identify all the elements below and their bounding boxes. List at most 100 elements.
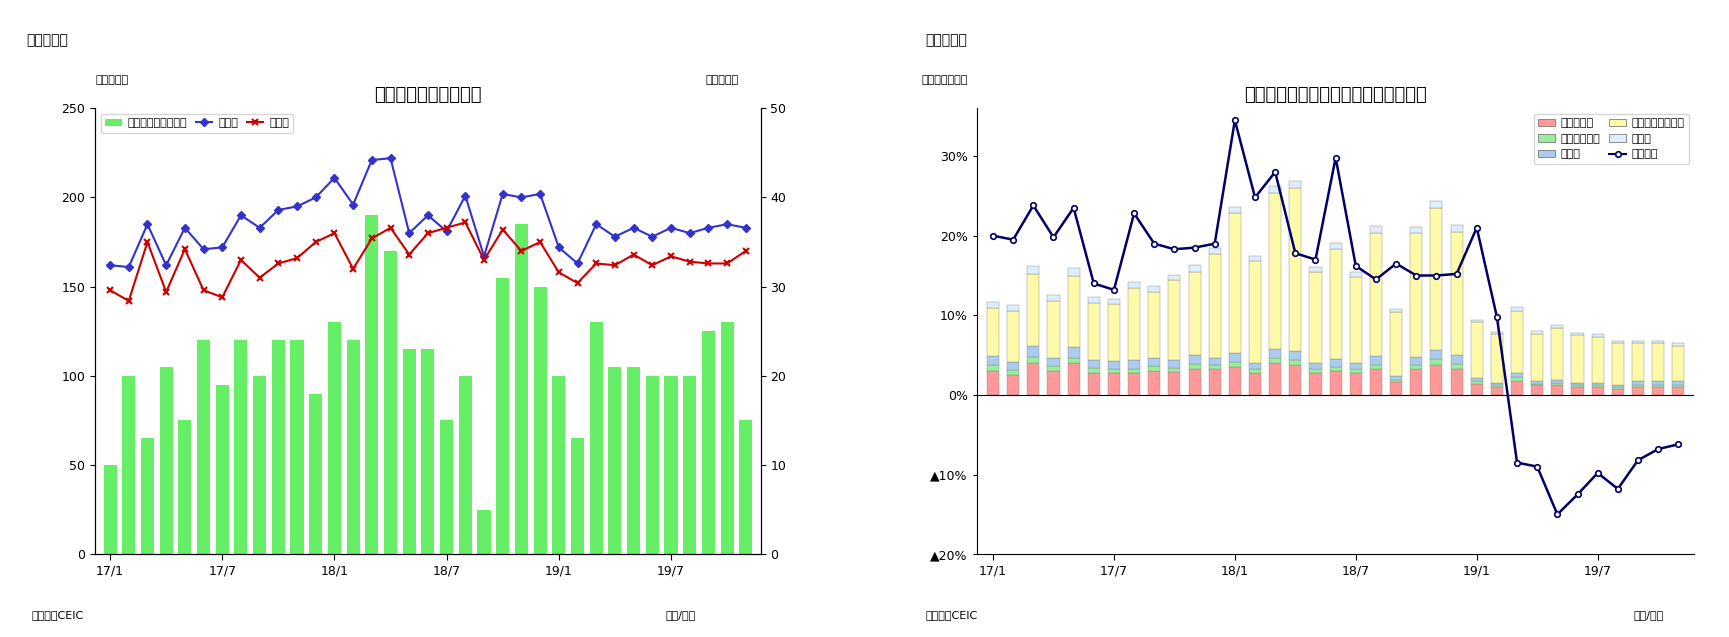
Text: （億ドル）: （億ドル）: [705, 75, 738, 85]
Text: （億ドル）: （億ドル）: [95, 75, 128, 85]
Bar: [1067, 363, 1079, 395]
Bar: [987, 302, 999, 308]
輸出合計: [1205, 240, 1226, 248]
Bar: [1229, 353, 1241, 362]
Bar: [1551, 325, 1563, 328]
Bar: [1309, 373, 1321, 395]
輸出合計: [1587, 469, 1608, 476]
輸出合計: [1426, 272, 1447, 280]
Bar: [1430, 364, 1442, 395]
Bar: [1490, 385, 1503, 387]
Bar: [1027, 274, 1039, 345]
Bar: [1108, 362, 1120, 369]
Bar: [1451, 364, 1463, 369]
Bar: [1127, 288, 1139, 360]
Bar: [1006, 311, 1018, 362]
Bar: [1248, 369, 1260, 373]
Bar: [1653, 382, 1665, 385]
Bar: [1088, 303, 1100, 360]
輸出合計: [1547, 511, 1568, 519]
Bar: [1632, 382, 1644, 385]
Bar: [1430, 359, 1442, 364]
Bar: [346, 340, 360, 554]
Bar: [235, 340, 247, 554]
Bar: [1290, 364, 1302, 395]
Bar: [1411, 227, 1423, 233]
Bar: [1532, 331, 1544, 334]
Bar: [1330, 367, 1342, 371]
Bar: [1290, 188, 1302, 351]
Bar: [1330, 249, 1342, 359]
Bar: [1088, 360, 1100, 368]
Bar: [1108, 369, 1120, 373]
Bar: [1430, 350, 1442, 359]
Bar: [1572, 383, 1584, 385]
Bar: [1350, 369, 1362, 373]
Bar: [1430, 201, 1442, 208]
Bar: [1592, 387, 1605, 395]
Text: （資料）CEIC: （資料）CEIC: [31, 610, 83, 620]
Bar: [1248, 373, 1260, 395]
輸出合計: [1266, 168, 1286, 176]
Bar: [309, 394, 322, 554]
Bar: [1148, 286, 1160, 292]
Bar: [1572, 385, 1584, 387]
Bar: [1269, 194, 1281, 349]
輸出合計: [1024, 202, 1044, 210]
Legend: 貿易収支（右目盛）, 輸出額, 輸入額: 貿易収支（右目盛）, 輸出額, 輸入額: [100, 114, 294, 132]
Bar: [1390, 382, 1402, 395]
Bar: [1127, 360, 1139, 369]
Bar: [1148, 371, 1160, 395]
Bar: [1188, 355, 1200, 364]
輸出合計: [1285, 250, 1305, 257]
Bar: [1471, 382, 1483, 383]
Bar: [140, 438, 154, 554]
輸出合計: [1648, 445, 1668, 453]
Bar: [1572, 335, 1584, 383]
輸出合計: [1003, 236, 1024, 243]
Line: 輸出合計: 輸出合計: [991, 117, 1681, 517]
Bar: [1471, 378, 1483, 382]
Bar: [422, 349, 434, 554]
Bar: [1672, 385, 1684, 387]
輸出合計: [982, 232, 1003, 240]
Bar: [1169, 275, 1181, 280]
Bar: [515, 224, 527, 554]
Bar: [1369, 364, 1381, 369]
Bar: [1290, 351, 1302, 360]
Text: （図表７）: （図表７）: [26, 34, 67, 48]
Bar: [1672, 345, 1684, 382]
Bar: [1269, 358, 1281, 363]
Title: マレーシア　貿易収支: マレーシア 貿易収支: [373, 86, 482, 104]
Bar: [1067, 268, 1079, 276]
輸出合計: [1466, 224, 1487, 232]
Text: （前年同月比）: （前年同月比）: [922, 75, 968, 85]
Bar: [1088, 297, 1100, 303]
Bar: [1653, 341, 1665, 343]
Bar: [1088, 373, 1100, 395]
Bar: [1350, 273, 1362, 277]
Bar: [1229, 362, 1241, 367]
Bar: [1369, 226, 1381, 233]
Bar: [1027, 266, 1039, 274]
Bar: [1490, 332, 1503, 334]
Bar: [534, 287, 546, 554]
Bar: [1390, 309, 1402, 312]
Bar: [1067, 347, 1079, 357]
Bar: [1653, 343, 1665, 382]
Bar: [1148, 292, 1160, 357]
Bar: [329, 322, 341, 554]
Text: （資料）CEIC: （資料）CEIC: [925, 610, 977, 620]
Bar: [1611, 389, 1624, 395]
Bar: [1127, 373, 1139, 395]
Bar: [987, 371, 999, 395]
Bar: [216, 385, 228, 554]
Bar: [1209, 357, 1221, 366]
Bar: [123, 376, 135, 554]
Bar: [1169, 280, 1181, 360]
輸出合計: [1566, 490, 1587, 498]
Bar: [1672, 343, 1684, 345]
Bar: [1611, 387, 1624, 389]
Bar: [1006, 375, 1018, 395]
Bar: [1330, 243, 1342, 249]
